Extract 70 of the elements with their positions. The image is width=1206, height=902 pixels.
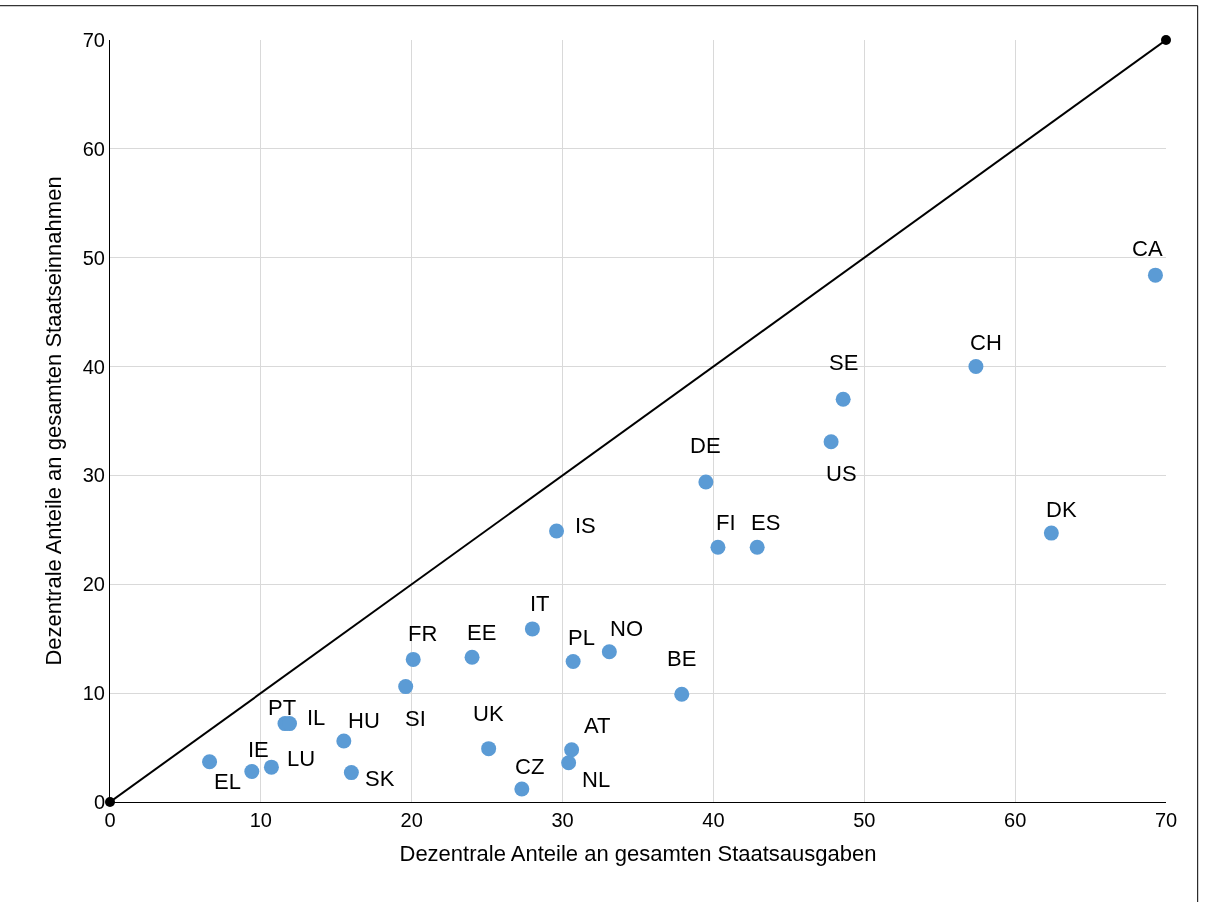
annotation: DE	[690, 433, 721, 458]
point	[398, 679, 414, 695]
annotation: IT	[530, 591, 550, 616]
annotation: HU	[348, 708, 380, 733]
annotation: EL	[214, 769, 241, 794]
y-axis-title: Dezentrale Anteile an gesamten Staatseinnahmen	[40, 176, 66, 666]
point	[674, 686, 690, 702]
annotation: LU	[287, 746, 316, 771]
annotation: PT	[268, 695, 297, 720]
point	[601, 644, 617, 660]
point	[464, 649, 480, 665]
annotation: IE	[248, 737, 269, 762]
annotation: NO	[610, 616, 643, 641]
point	[710, 539, 726, 555]
annotation: CZ	[515, 754, 545, 779]
point	[968, 359, 984, 375]
x-tick-label: 60	[1004, 809, 1027, 831]
annotation: UK	[473, 701, 504, 726]
annotation: CA	[1132, 236, 1163, 261]
point	[202, 754, 218, 770]
annotation: IL	[307, 705, 326, 730]
x-tick-label: 50	[853, 809, 876, 831]
point	[481, 741, 497, 757]
y-tick-label: 20	[82, 573, 105, 596]
point	[823, 434, 839, 450]
point	[336, 733, 352, 749]
y-tick-label: 0	[93, 791, 105, 813]
annotation: FR	[408, 621, 438, 646]
point	[1147, 267, 1163, 283]
annotation: SK	[365, 766, 395, 791]
point	[835, 391, 851, 407]
point	[405, 651, 421, 667]
y-tick-label: 40	[82, 355, 105, 378]
point	[263, 759, 279, 775]
point	[524, 621, 540, 637]
point	[1043, 525, 1059, 541]
annotation: AT	[584, 713, 611, 738]
annotation: DK	[1046, 497, 1077, 522]
annotation: CH	[970, 330, 1002, 355]
point	[561, 755, 577, 771]
annotation: US	[826, 461, 857, 486]
annotation: PL	[568, 625, 595, 650]
x-tick-label: 10	[249, 809, 272, 831]
y-tick-label: 60	[82, 137, 105, 160]
x-tick-label: 30	[551, 809, 574, 831]
y-tick-label: 70	[82, 29, 105, 51]
point	[698, 474, 714, 490]
point	[514, 781, 530, 797]
annotation: ES	[751, 510, 781, 535]
annotation: NL	[582, 767, 611, 792]
x-tick-label: 20	[400, 809, 423, 831]
point	[1161, 35, 1171, 45]
point	[549, 523, 565, 539]
annotation: IS	[575, 513, 596, 538]
point	[343, 765, 359, 781]
x-tick-label: 70	[1154, 809, 1178, 831]
point	[565, 654, 581, 670]
annotation: EE	[467, 620, 497, 645]
y-tick-label: 50	[82, 246, 105, 269]
annotation: SE	[829, 350, 859, 375]
point	[564, 742, 580, 758]
x-tick-label: 40	[702, 809, 725, 831]
y-tick-label: 10	[82, 682, 105, 705]
point	[749, 539, 765, 555]
annotation: FI	[716, 510, 736, 535]
point	[244, 764, 260, 780]
y-tick-label: 30	[82, 464, 105, 487]
annotation: BE	[667, 646, 697, 671]
x-axis-title: Dezentrale Anteile an gesamten Staatsausgaben	[399, 840, 877, 866]
annotation: SI	[405, 706, 426, 731]
